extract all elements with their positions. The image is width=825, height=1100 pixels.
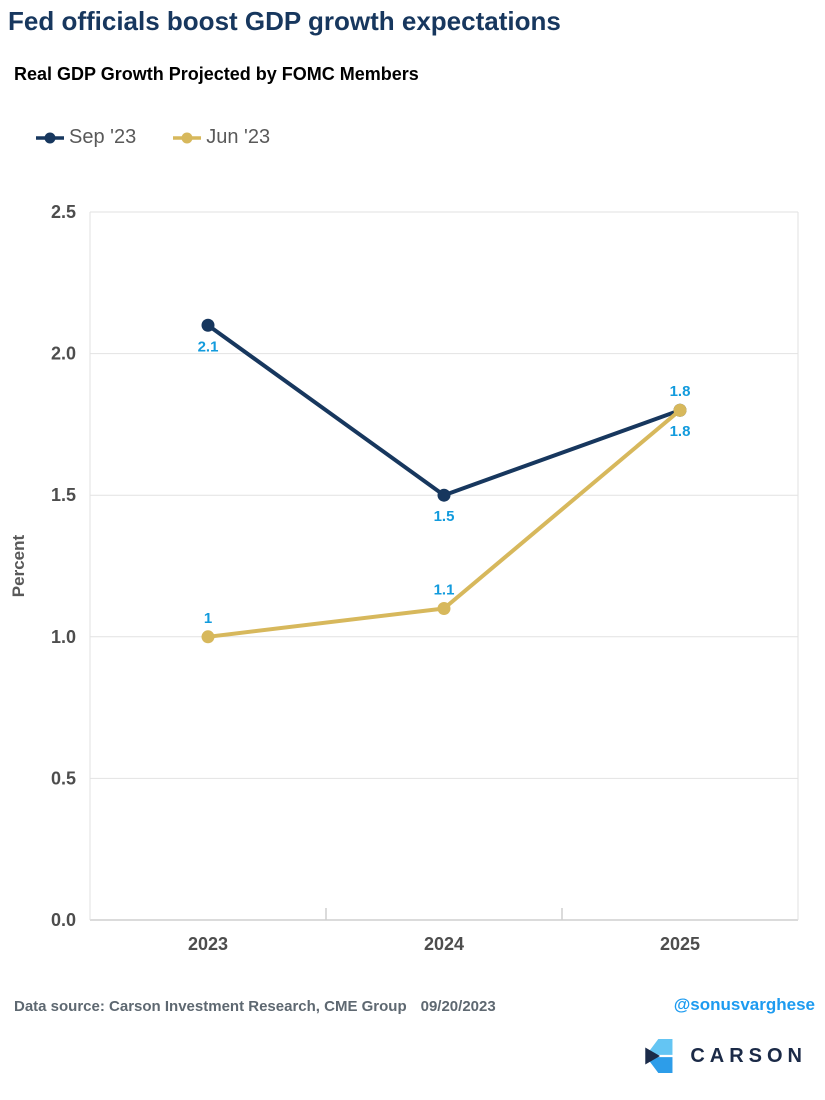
- data-point: [437, 488, 451, 502]
- author-handle[interactable]: @sonusvarghese: [673, 995, 815, 1014]
- carson-logo: CARSON: [643, 1036, 807, 1076]
- data-source-note: Data source: Carson Investment Research,…: [14, 998, 496, 1015]
- x-tick-label: 2024: [424, 934, 464, 954]
- y-axis-title: Percent: [9, 534, 28, 597]
- data-label: 1.1: [434, 581, 455, 598]
- data-source-text: Data source: Carson Investment Research,…: [14, 998, 407, 1015]
- data-label: 1.8: [670, 383, 691, 400]
- chart-subtitle: Real GDP Growth Projected by FOMC Member…: [14, 64, 419, 84]
- x-tick-label: 2025: [660, 934, 700, 954]
- legend-item-jun-23[interactable]: Jun '23: [172, 126, 270, 149]
- data-label: 1.8: [670, 423, 691, 440]
- y-tick-label: 0.0: [51, 910, 76, 930]
- x-tick-label: 2023: [188, 934, 228, 954]
- data-label: 1.5: [434, 508, 455, 525]
- data-point: [437, 601, 451, 615]
- data-point: [673, 403, 687, 417]
- logo-triangle-light: [646, 1039, 673, 1055]
- legend-label: Jun '23: [206, 126, 271, 148]
- data-label: 1: [204, 610, 212, 627]
- data-point: [201, 630, 215, 644]
- logo-triangle-mid: [646, 1057, 673, 1073]
- legend-label: Sep '23: [69, 126, 137, 148]
- carson-logo-text: CARSON: [690, 1044, 807, 1067]
- legend-marker-icon: [36, 132, 64, 143]
- chart-legend: Sep '23 Jun '23: [35, 126, 270, 149]
- logo-triangle-dark: [645, 1047, 661, 1065]
- data-point: [201, 318, 215, 332]
- legend-item-sep-23[interactable]: Sep '23: [35, 126, 136, 149]
- y-tick-label: 1.5: [51, 485, 76, 505]
- page-title: Fed officials boost GDP growth expectati…: [8, 6, 561, 36]
- carson-logo-mark: [645, 1039, 673, 1073]
- legend-marker-icon: [173, 132, 202, 143]
- y-tick-label: 0.5: [51, 768, 76, 788]
- y-tick-label: 2.0: [51, 344, 76, 364]
- y-tick-label: 2.5: [51, 202, 76, 222]
- y-tick-label: 1.0: [51, 627, 76, 647]
- data-label: 2.1: [198, 338, 219, 355]
- chart-date: 09/20/2023: [420, 998, 496, 1015]
